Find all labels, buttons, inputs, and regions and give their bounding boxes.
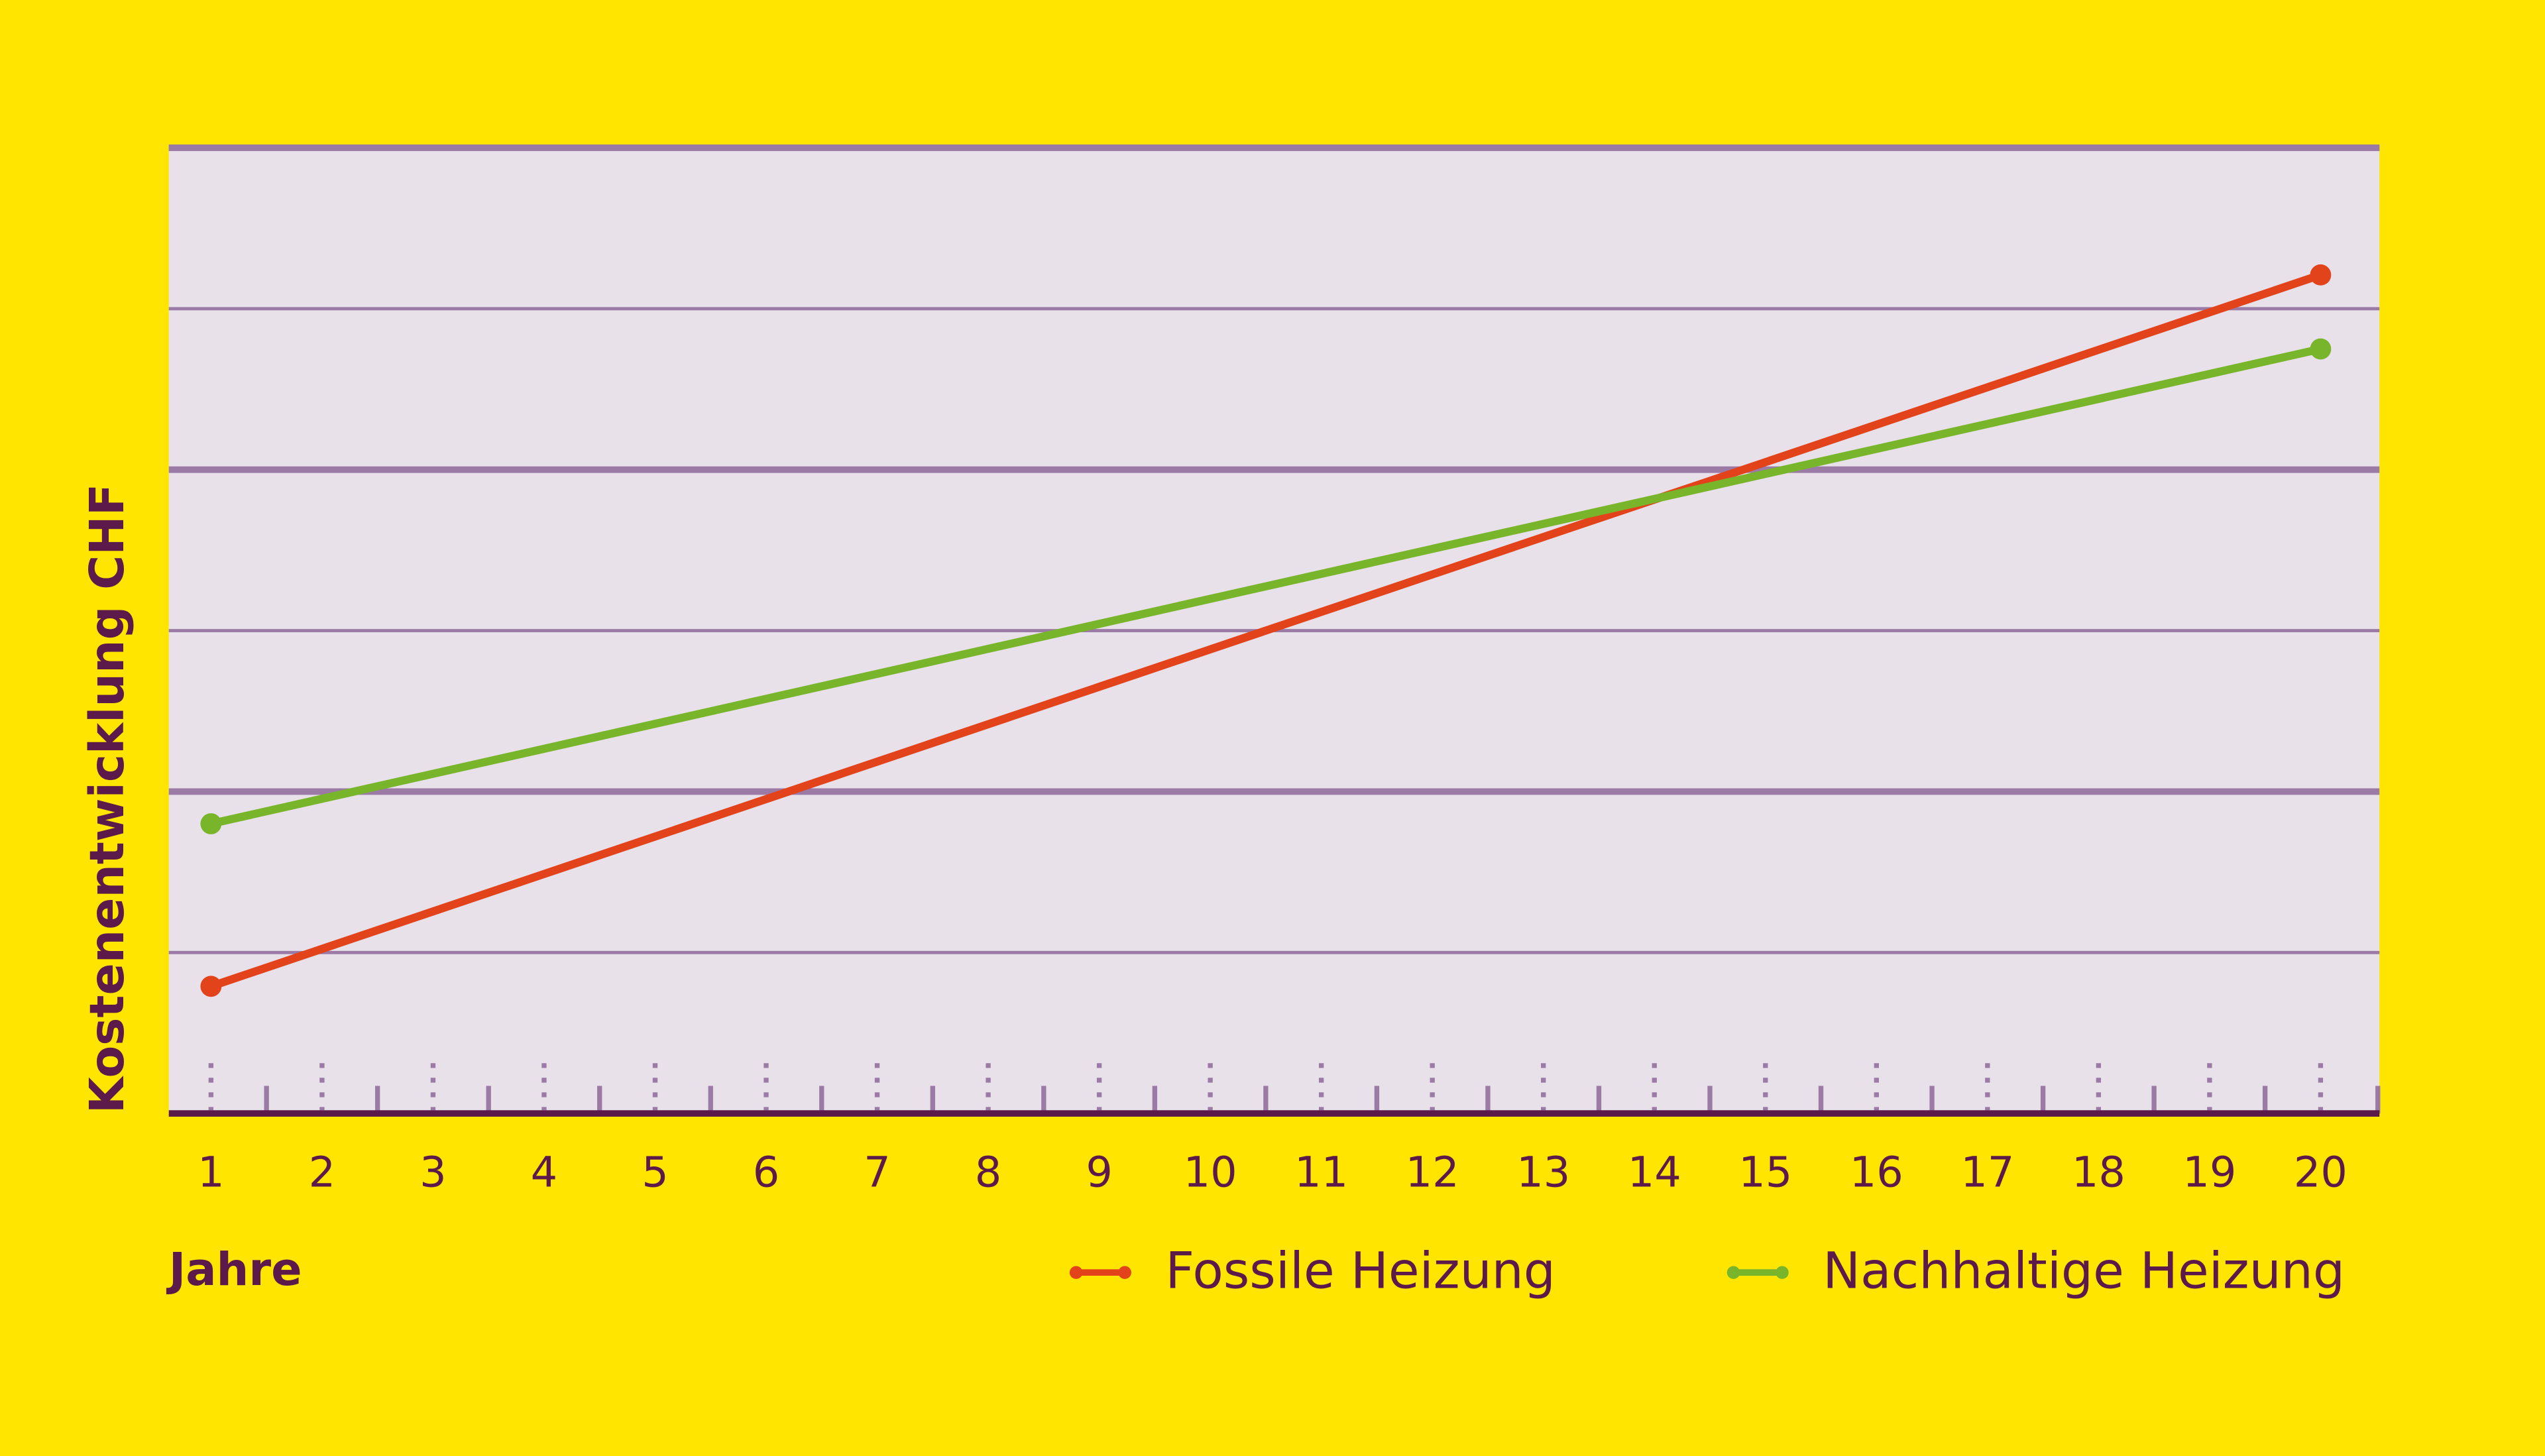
x-tick-label: 10 (1184, 1148, 1237, 1198)
x-tick-label: 16 (1850, 1148, 1903, 1198)
x-axis: 1 2 3 4 5 6 7 8 9 10 11 12 13 14 15 16 17 18 19 20 (168, 144, 2381, 1198)
x-tick-label: 5 (642, 1148, 669, 1198)
x-tick-label: 3 (420, 1148, 447, 1198)
x-tick-label: 4 (531, 1148, 558, 1198)
x-tick-label: 2 (309, 1148, 336, 1198)
x-tick-label: 12 (1406, 1148, 1459, 1198)
series-line (210, 345, 2322, 828)
x-tick-label: 8 (975, 1148, 1002, 1198)
legend-dot (1776, 1266, 1789, 1279)
point (2310, 264, 2332, 286)
x-tick-label: 1 (198, 1148, 225, 1198)
point (2310, 338, 2332, 360)
x-tick-label: 17 (1960, 1148, 2014, 1198)
legend-dot (1069, 1266, 1083, 1279)
x-tick-label: 7 (864, 1148, 891, 1198)
legend-dot (1118, 1266, 1131, 1279)
legend: Fossile Heizung Nachhaltige Heizung (1069, 1242, 2345, 1300)
legend-label: Fossile Heizung (1165, 1242, 1555, 1300)
x-tick-label: 9 (1086, 1148, 1113, 1198)
x-tick-label: 6 (753, 1148, 780, 1198)
x-tick-label: 11 (1294, 1148, 1348, 1198)
x-axis-label: Jahre (166, 1243, 302, 1296)
x-tick-label: 19 (2182, 1148, 2236, 1198)
x-tick-label: 20 (2294, 1148, 2347, 1198)
point (200, 813, 222, 834)
point (200, 976, 222, 997)
lines (200, 264, 2332, 997)
x-tick-label: 15 (1738, 1148, 1792, 1198)
series-line (209, 271, 2322, 991)
y-axis-label: Kostenentwicklung CHF (80, 484, 135, 1114)
x-tick-label: 18 (2072, 1148, 2125, 1198)
legend-dot (1726, 1266, 1740, 1279)
legend-label: Nachhaltige Heizung (1823, 1242, 2345, 1300)
x-tick-label: 14 (1628, 1148, 1681, 1198)
x-tick-label: 13 (1516, 1148, 1570, 1198)
